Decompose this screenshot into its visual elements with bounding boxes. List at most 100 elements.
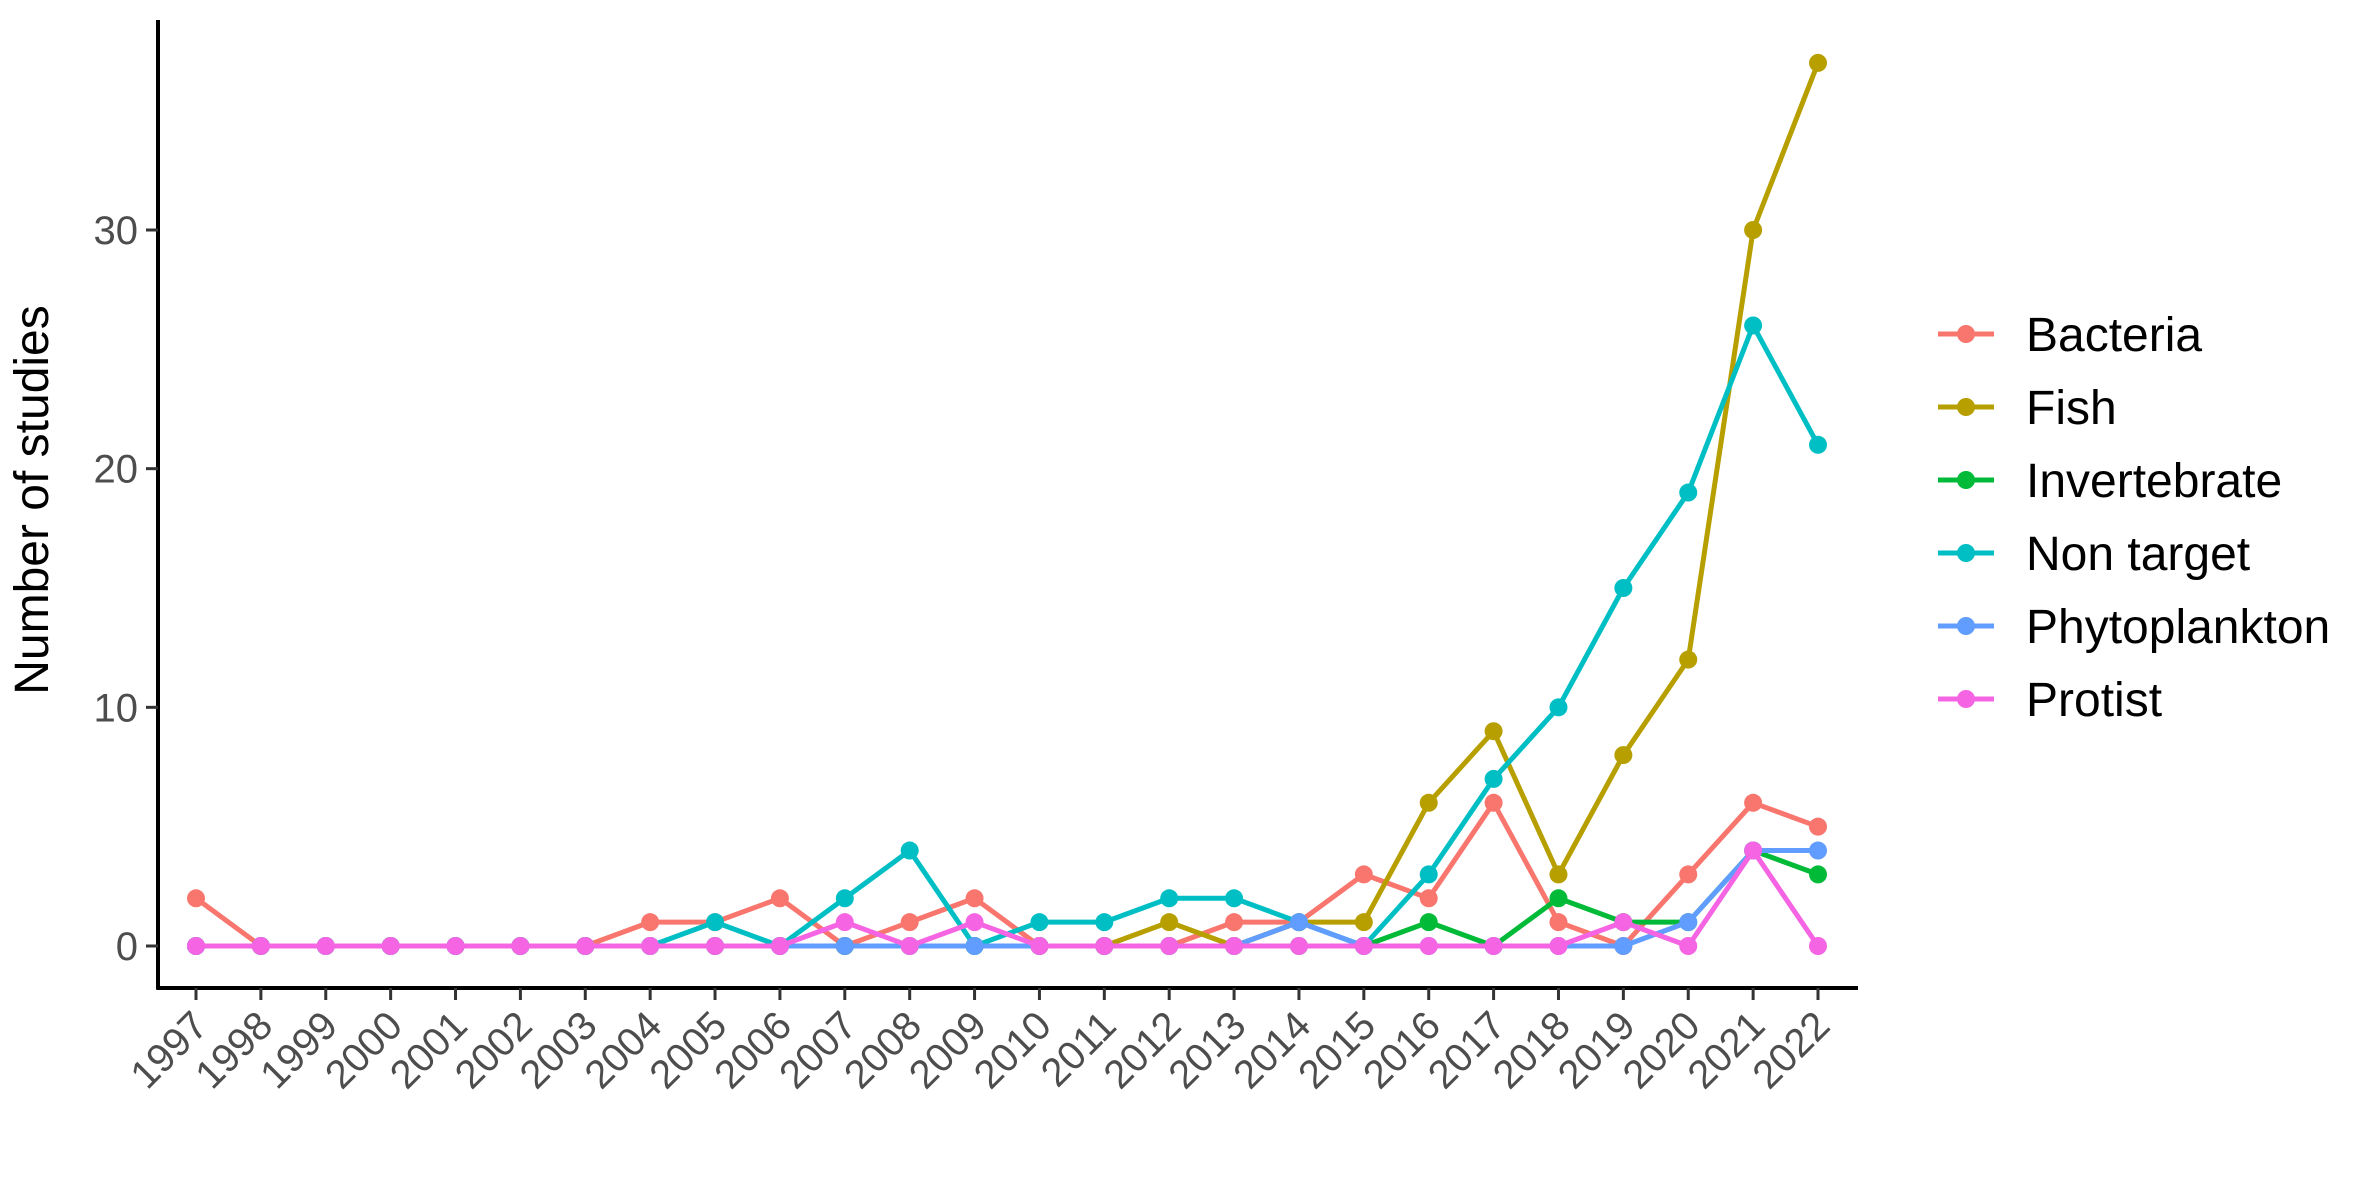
data-point-protist — [446, 937, 465, 955]
legend-label: Bacteria — [2026, 309, 2202, 362]
data-point-protist — [511, 937, 530, 955]
data-point-protist — [1225, 937, 1244, 955]
data-point-bacteria — [1225, 913, 1244, 932]
data-point-fish — [1354, 913, 1373, 932]
data-point-non-target — [1549, 698, 1568, 717]
plot-area — [187, 53, 1827, 955]
data-point-bacteria — [1419, 889, 1438, 908]
legend-label: Invertebrate — [2026, 455, 2282, 508]
data-point-non-target — [1225, 889, 1244, 908]
data-point-protist — [1030, 937, 1049, 955]
legend-item-fish: Fish — [1938, 382, 2117, 435]
legend-item-invertebrate: Invertebrate — [1938, 455, 2282, 508]
data-point-protist — [1549, 937, 1568, 955]
data-point-protist — [641, 937, 660, 955]
data-point-non-target — [1419, 865, 1438, 884]
data-point-bacteria — [1744, 793, 1763, 812]
data-point-protist — [1679, 937, 1698, 955]
data-point-non-target — [900, 841, 919, 860]
legend-label: Non target — [2026, 528, 2250, 581]
data-point-protist — [965, 913, 984, 932]
data-point-fish — [1484, 722, 1503, 741]
data-point-invertebrate — [1419, 913, 1438, 932]
y-tick-label: 20 — [94, 448, 139, 492]
legend-key-point — [1957, 617, 1975, 635]
data-point-fish — [1160, 913, 1179, 932]
y-tick-label: 0 — [116, 925, 138, 969]
data-point-non-target — [1484, 769, 1503, 788]
data-point-non-target — [1095, 913, 1114, 932]
data-point-fish — [1809, 53, 1827, 72]
data-point-protist — [900, 937, 919, 955]
data-point-non-target — [1744, 316, 1763, 335]
data-point-phytoplankton — [965, 937, 984, 955]
series-protist — [187, 841, 1827, 955]
series-bacteria — [187, 793, 1827, 955]
data-point-non-target — [1030, 913, 1049, 932]
data-point-fish — [1679, 650, 1698, 669]
legend-key-point — [1957, 325, 1975, 343]
data-point-protist — [770, 937, 789, 955]
data-point-invertebrate — [1809, 865, 1827, 884]
legend-key-point — [1957, 544, 1975, 562]
data-point-protist — [381, 937, 400, 955]
data-point-bacteria — [1354, 865, 1373, 884]
data-point-non-target — [706, 913, 725, 932]
data-point-bacteria — [641, 913, 660, 932]
series-line-bacteria — [194, 800, 1819, 949]
data-point-non-target — [1679, 483, 1698, 502]
data-point-non-target — [1614, 579, 1633, 597]
legend: Bacteria Fish Invertebrate Non target Phytop… — [1938, 309, 2330, 727]
legend-item-non-target: Non target — [1938, 528, 2250, 581]
data-point-protist — [1614, 913, 1633, 932]
data-point-protist — [576, 937, 595, 955]
legend-key-point — [1957, 398, 1975, 416]
legend-key-point — [1957, 471, 1975, 489]
data-point-protist — [1744, 841, 1763, 860]
data-point-protist — [1419, 937, 1438, 955]
data-point-fish — [1419, 793, 1438, 812]
legend-item-phytoplankton: Phytoplankton — [1938, 601, 2330, 654]
data-point-phytoplankton — [1289, 913, 1308, 932]
legend-label: Fish — [2026, 382, 2117, 435]
data-point-invertebrate — [1549, 889, 1568, 908]
data-point-protist — [1095, 937, 1114, 955]
legend-label: Phytoplankton — [2026, 601, 2330, 654]
y-tick-label: 30 — [94, 209, 139, 253]
data-point-phytoplankton — [1809, 841, 1827, 860]
data-point-protist — [251, 937, 270, 955]
data-point-protist — [316, 937, 335, 955]
data-point-fish — [1549, 865, 1568, 884]
data-point-fish — [1614, 746, 1633, 765]
series-non-target — [187, 316, 1827, 955]
data-point-protist — [187, 937, 205, 955]
data-point-non-target — [1809, 435, 1827, 454]
data-point-bacteria — [965, 889, 984, 908]
legend-item-bacteria: Bacteria — [1938, 309, 2202, 362]
legend-key-point — [1957, 690, 1975, 708]
data-point-phytoplankton — [1614, 937, 1633, 955]
y-axis: 0 10 20 30 — [94, 20, 160, 990]
data-point-bacteria — [187, 889, 205, 908]
data-point-non-target — [1160, 889, 1179, 908]
data-point-fish — [1744, 221, 1763, 239]
data-point-bacteria — [1549, 913, 1568, 932]
data-point-protist — [835, 913, 854, 932]
data-point-bacteria — [1484, 793, 1503, 812]
data-point-phytoplankton — [1679, 913, 1698, 932]
y-axis-title: Number of studies — [6, 305, 59, 695]
series-line-fish — [196, 62, 1821, 949]
data-point-protist — [1289, 937, 1308, 955]
y-tick-label: 10 — [94, 686, 139, 730]
x-tick-label: 2022 — [1744, 1003, 1838, 1097]
series-line-non-target — [196, 322, 1821, 949]
legend-label: Protist — [2026, 674, 2162, 727]
data-point-bacteria — [1679, 865, 1698, 884]
data-point-bacteria — [770, 889, 789, 908]
data-point-phytoplankton — [835, 937, 854, 955]
data-point-non-target — [835, 889, 854, 908]
x-axis: 1997199819992000200120022003200420052006… — [122, 986, 1858, 1097]
data-point-protist — [1160, 937, 1179, 955]
series-line-protist — [196, 848, 1821, 949]
